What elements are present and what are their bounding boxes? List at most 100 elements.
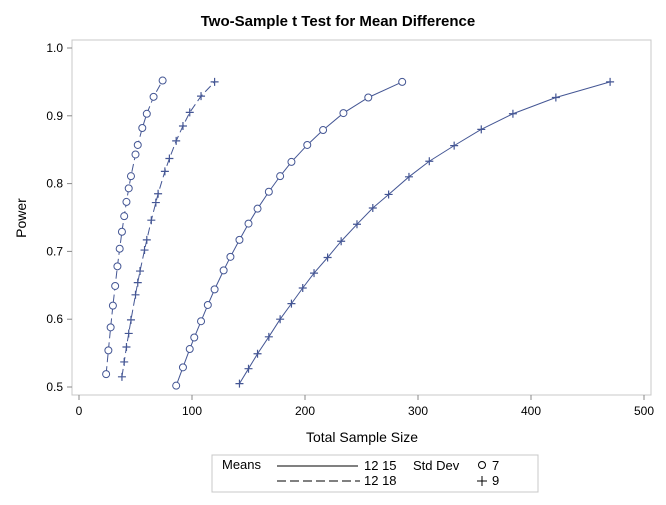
legend-frame <box>211 454 539 493</box>
data-point-circle <box>106 323 115 332</box>
data-point-circle <box>287 157 296 166</box>
series-group <box>102 76 615 390</box>
series-means-12-15-sd-9 <box>235 77 615 388</box>
x-tick-label: 0 <box>76 404 83 418</box>
data-point-circle <box>303 140 312 149</box>
y-tick-label: 0.7 <box>46 244 63 258</box>
data-point-plus <box>140 246 149 255</box>
data-point-plus <box>310 269 319 278</box>
data-point-plus <box>323 253 332 262</box>
data-point-plus <box>264 332 273 341</box>
legend-sd-entry-2: 9 <box>492 473 499 488</box>
data-point-circle <box>158 76 167 85</box>
series-line <box>105 80 164 375</box>
data-point-circle <box>364 93 373 102</box>
data-point-circle <box>264 187 273 196</box>
data-point-plus <box>235 379 244 388</box>
data-point-plus <box>450 141 459 150</box>
data-point-plus <box>120 357 129 366</box>
x-tick-label: 100 <box>182 404 202 418</box>
data-point-plus <box>352 220 361 229</box>
legend-sd-entry-1: 7 <box>492 458 499 473</box>
data-point-circle <box>319 126 328 135</box>
data-point-circle <box>178 363 187 372</box>
data-point-circle <box>253 204 262 213</box>
y-tick-label: 0.8 <box>46 177 63 191</box>
data-point-plus <box>160 167 169 176</box>
x-tick-label: 400 <box>521 404 541 418</box>
legend-sd-title: Std Dev <box>413 458 460 473</box>
data-point-circle <box>210 285 219 294</box>
data-point-plus <box>185 108 194 117</box>
data-point-plus <box>337 237 346 246</box>
data-point-plus <box>425 157 434 166</box>
y-tick-label: 0.9 <box>46 109 63 123</box>
x-tick-label: 500 <box>634 404 654 418</box>
series-line <box>175 81 403 386</box>
data-point-circle <box>339 109 348 118</box>
y-tick-label: 0.5 <box>46 380 63 394</box>
data-point-plus <box>122 342 131 351</box>
data-point-plus <box>133 278 142 287</box>
data-point-plus <box>151 198 160 207</box>
data-point-circle <box>104 346 113 355</box>
data-point-circle <box>122 197 131 206</box>
legend: Means 12 15 12 18 Std Dev 7 9 <box>211 454 539 493</box>
data-point-circle <box>235 235 244 244</box>
legend-means-title: Means <box>222 457 262 472</box>
data-point-plus <box>477 125 486 134</box>
data-point-circle <box>244 219 253 228</box>
data-point-plus <box>136 267 145 276</box>
data-point-plus <box>606 77 615 86</box>
data-point-circle <box>276 172 285 181</box>
data-point-plus <box>244 364 253 373</box>
data-point-circle <box>172 381 181 390</box>
y-axis-label: Power <box>13 198 29 238</box>
plot-area <box>71 39 652 396</box>
data-point-circle <box>126 172 135 181</box>
data-point-plus <box>165 154 174 163</box>
series-means-12-18-sd-9 <box>117 77 219 381</box>
data-point-plus <box>124 329 133 338</box>
data-point-plus <box>172 136 181 145</box>
y-tick-label: 0.6 <box>46 312 63 326</box>
x-tick-label: 300 <box>408 404 428 418</box>
data-point-plus <box>551 93 560 102</box>
data-point-circle <box>102 370 111 379</box>
legend-plus-marker-icon <box>477 476 487 486</box>
legend-circle-marker-icon <box>478 461 486 469</box>
data-point-circle <box>117 227 126 236</box>
series-means-12-18-sd-7 <box>102 76 167 379</box>
data-point-plus <box>298 284 307 293</box>
data-point-circle <box>131 150 140 159</box>
x-axis: 0 100 200 300 400 500 <box>76 395 654 418</box>
data-point-circle <box>108 301 117 310</box>
data-point-circle <box>185 345 194 354</box>
x-axis-label: Total Sample Size <box>306 429 418 445</box>
data-point-plus <box>287 299 296 308</box>
data-point-circle <box>197 317 206 326</box>
data-point-plus <box>126 315 135 324</box>
data-point-plus <box>197 92 206 101</box>
data-point-plus <box>210 77 219 86</box>
data-point-plus <box>117 372 126 381</box>
data-point-plus <box>253 349 262 358</box>
series-means-12-15-sd-7 <box>172 77 407 390</box>
legend-means-entry-1: 12 15 <box>364 458 397 473</box>
data-point-circle <box>149 92 158 101</box>
data-point-plus <box>154 189 163 198</box>
y-tick-label: 1.0 <box>46 41 63 55</box>
data-point-circle <box>142 109 151 118</box>
data-point-plus <box>142 235 151 244</box>
legend-means-entry-2: 12 18 <box>364 473 397 488</box>
data-point-plus <box>508 109 517 118</box>
data-point-plus <box>404 172 413 181</box>
data-point-circle <box>398 77 407 86</box>
series-line <box>239 81 611 384</box>
data-point-plus <box>276 315 285 324</box>
data-point-circle <box>133 140 142 149</box>
data-point-circle <box>138 124 147 133</box>
data-point-circle <box>124 184 133 193</box>
data-point-plus <box>384 190 393 199</box>
